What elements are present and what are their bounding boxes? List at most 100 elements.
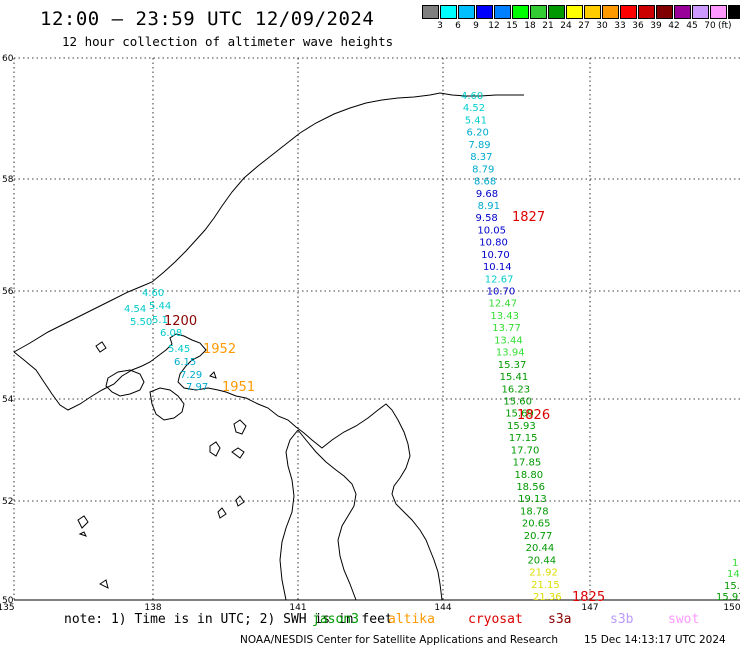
- wave-height-value: 4.60: [142, 288, 164, 299]
- legend-swatch: [476, 5, 493, 19]
- legend-swatch: [656, 5, 673, 19]
- legend-swatch: [422, 5, 439, 19]
- wave-height-value: 1: [732, 558, 738, 569]
- wave-height-value: 17.15: [509, 433, 538, 444]
- wave-height-value: 19.13: [518, 494, 547, 505]
- satellite-label: s3a: [548, 612, 572, 627]
- wave-height-value: 13.77: [492, 323, 521, 334]
- wave-height-value: 13.44: [494, 335, 523, 346]
- wave-height-value: 12.47: [489, 299, 518, 310]
- legend-swatches: [422, 5, 740, 19]
- legend-swatch: [638, 5, 655, 19]
- legend-tick-label: 27: [578, 21, 590, 31]
- wave-height-tracks: 4.604.525.416.207.898.378.798.689.688.91…: [124, 91, 740, 603]
- wave-height-value: 5.41: [465, 115, 487, 126]
- wave-height-value: 9.58: [476, 213, 498, 224]
- wave-height-value: 20.77: [524, 531, 553, 542]
- wave-height-value: 4.52: [463, 103, 485, 114]
- page-subtitle: 12 hour collection of altimeter wave hei…: [62, 34, 394, 49]
- legend-swatch: [584, 5, 601, 19]
- legend-tick-label: 21: [542, 21, 554, 31]
- wave-height-value: 15.60: [503, 396, 532, 407]
- latitude-label: 54: [2, 395, 14, 405]
- pass-time-label: 1952: [203, 342, 236, 357]
- wave-height-value: 17.70: [511, 445, 540, 456]
- pass-time-label: 1825: [572, 590, 605, 605]
- wave-height-value: 15.97: [716, 592, 740, 603]
- wave-height-value: 15.1: [724, 581, 740, 592]
- wave-height-value: 15.41: [500, 372, 529, 383]
- coastline: [13, 92, 524, 601]
- wave-height-value: 4.54: [124, 304, 146, 315]
- legend-swatch: [566, 5, 583, 19]
- wave-height-value: 10.14: [483, 262, 512, 273]
- legend-swatch: [458, 5, 475, 19]
- credit-text: NOAA/NESDIS Center for Satellite Applica…: [240, 634, 558, 646]
- legend-tick-label: 45: [686, 21, 698, 31]
- satellite-label: s3b: [610, 612, 634, 627]
- wave-height-value: 16.23: [501, 384, 530, 395]
- wave-height-value: 8.79: [472, 164, 494, 175]
- legend-tick-label: 42: [668, 21, 680, 31]
- latitude-label: 50: [2, 596, 14, 606]
- longitude-label: 144: [434, 603, 451, 613]
- timestamp-text: 15 Dec 14:13:17 UTC 2024: [584, 634, 726, 646]
- legend-tick-label: 70: [704, 21, 716, 31]
- wave-height-value: 15.37: [498, 360, 527, 371]
- wave-height-value: 10.70: [487, 287, 516, 298]
- pass-time-label: 1827: [512, 210, 545, 225]
- longitude-label: 141: [289, 603, 306, 613]
- legend-swatch: [440, 5, 457, 19]
- legend-tick-label: 36: [632, 21, 644, 31]
- legend-swatch: [530, 5, 547, 19]
- longitude-labels: 135 138 141 144 147 150: [0, 603, 740, 613]
- wave-height-value: 14: [727, 569, 740, 580]
- longitude-label: 135: [0, 603, 15, 613]
- wave-height-value: 6.20: [467, 128, 489, 139]
- legend-swatch: [728, 5, 740, 19]
- longitude-label: 150: [723, 603, 740, 613]
- latitude-labels: 60 58 56 54 52 50: [2, 54, 14, 606]
- wave-height-value: 17.85: [513, 458, 542, 469]
- wave-height-value: 10.05: [477, 225, 506, 236]
- legend-unit: (ft): [718, 21, 732, 31]
- legend-tick-label: 15: [506, 21, 518, 31]
- wave-height-value: 6.15: [174, 357, 196, 368]
- wave-height-value: 8.68: [474, 177, 496, 188]
- legend-tick-label: 9: [473, 21, 479, 31]
- satellite-label: swot: [668, 612, 700, 627]
- legend-swatch: [710, 5, 727, 19]
- legend-swatch: [692, 5, 709, 19]
- latitude-label: 56: [2, 287, 14, 297]
- legend-tick-label: 39: [650, 21, 662, 31]
- legend-swatch: [494, 5, 511, 19]
- legend-tick-label: 12: [488, 21, 500, 31]
- footer-note: note: 1) Time is in UTC; 2) SWH is in fe…: [64, 612, 393, 627]
- wave-height-value: 5.50: [130, 317, 152, 328]
- latitude-label: 60: [2, 54, 14, 64]
- wave-height-value: 7.29: [180, 370, 202, 381]
- pass-time-label: 1826: [517, 408, 550, 423]
- legend-swatch: [620, 5, 637, 19]
- wave-height-value: 18.56: [516, 482, 545, 493]
- legend-tick-label: 24: [560, 21, 572, 31]
- wave-height-value: 13.94: [496, 348, 525, 359]
- longitude-label: 147: [581, 603, 598, 613]
- wave-height-value: 15.93: [507, 421, 536, 432]
- wave-height-value: 20.65: [522, 519, 551, 530]
- wave-height-value: 8.37: [470, 152, 492, 163]
- legend-swatch: [512, 5, 529, 19]
- wave-height-value: 18.80: [514, 470, 543, 481]
- legend-tick-label: 30: [596, 21, 608, 31]
- wave-height-value: 13.43: [490, 311, 519, 322]
- wave-height-value: 4.60: [461, 91, 483, 102]
- wave-height-value: 8.91: [478, 201, 500, 212]
- wave-height-value: 21.36: [533, 592, 562, 603]
- latitude-label: 52: [2, 497, 13, 507]
- pass-time-label: 1200: [164, 314, 197, 329]
- legend-tick-label: 33: [614, 21, 626, 31]
- wave-height-value: 21.15: [531, 580, 560, 591]
- wave-height-value: 9.68: [476, 189, 498, 200]
- latitude-label: 58: [2, 175, 14, 185]
